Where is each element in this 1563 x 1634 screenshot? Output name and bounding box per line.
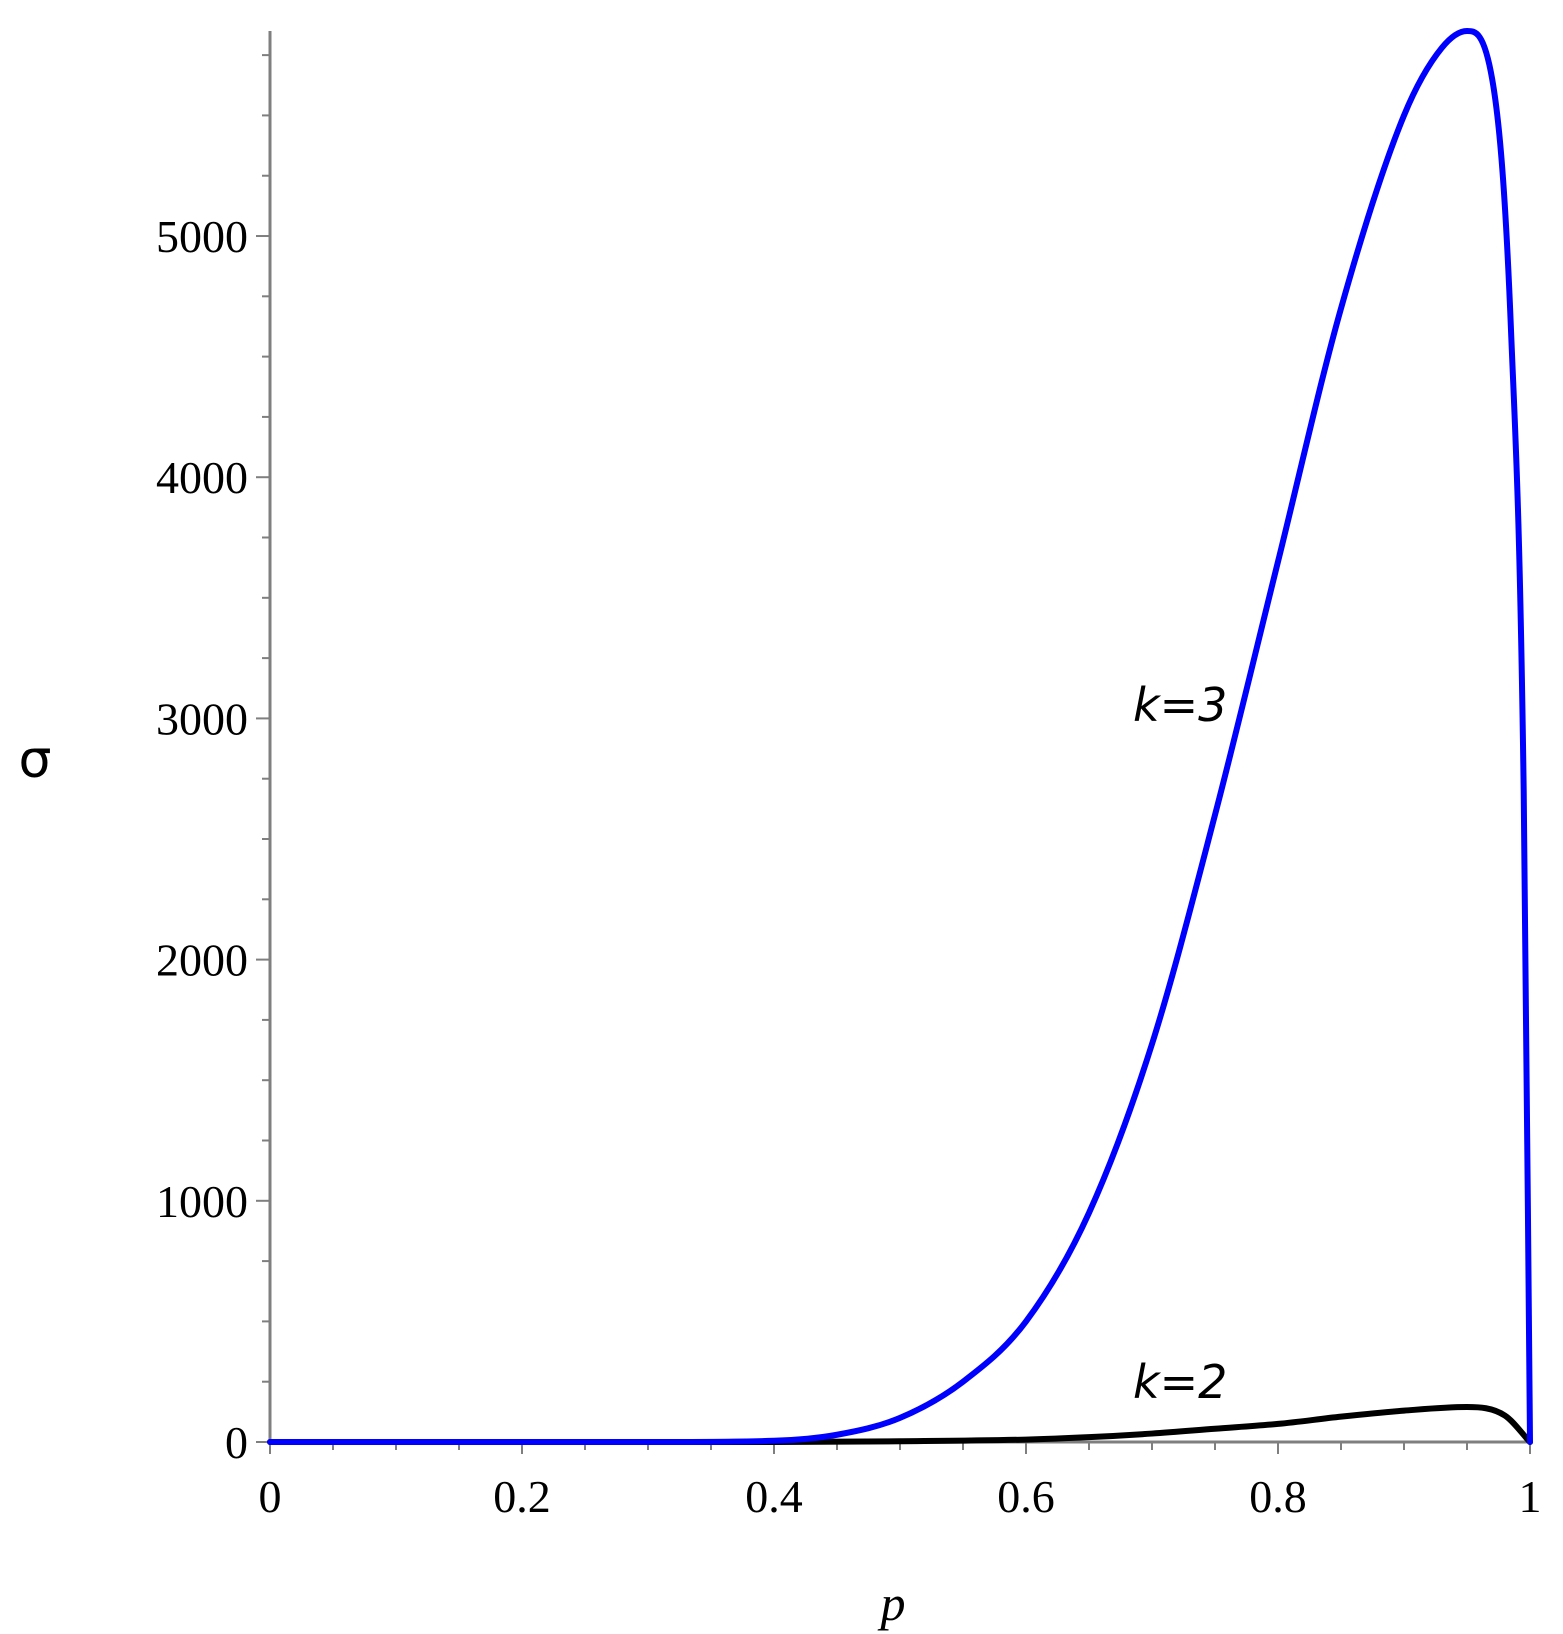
x-axis-label: p <box>878 1575 906 1631</box>
x-tick-label: 0 <box>259 1471 282 1522</box>
series-line-k3 <box>267 28 1533 1446</box>
y-tick-label: 3000 <box>156 693 248 744</box>
axes: 0 0.2 0.4 0.6 0.8 1 0 1000 2000 3000 4000 5000 <box>156 31 1542 1522</box>
labels: p σ k=3 k=2 <box>19 678 1228 1631</box>
series-layer <box>267 28 1533 1446</box>
x-tick-label: 1 <box>1519 1471 1542 1522</box>
y-axis-label: σ <box>19 730 52 790</box>
y-tick-label: 0 <box>225 1417 248 1468</box>
series-label-k2: k=2 <box>1133 1355 1227 1409</box>
y-tick-label: 2000 <box>156 935 248 986</box>
x-tick-label: 0.2 <box>493 1471 551 1522</box>
y-tick-label: 5000 <box>156 211 248 262</box>
y-tick-label: 4000 <box>156 452 248 503</box>
series-label-k3: k=3 <box>1133 678 1227 732</box>
x-tick-label: 0.4 <box>745 1471 803 1522</box>
y-tick-label: 1000 <box>156 1176 248 1227</box>
x-tick-label: 0.8 <box>1249 1471 1307 1522</box>
x-tick-label: 0.6 <box>997 1471 1055 1522</box>
series-line-k2 <box>267 1404 1533 1446</box>
